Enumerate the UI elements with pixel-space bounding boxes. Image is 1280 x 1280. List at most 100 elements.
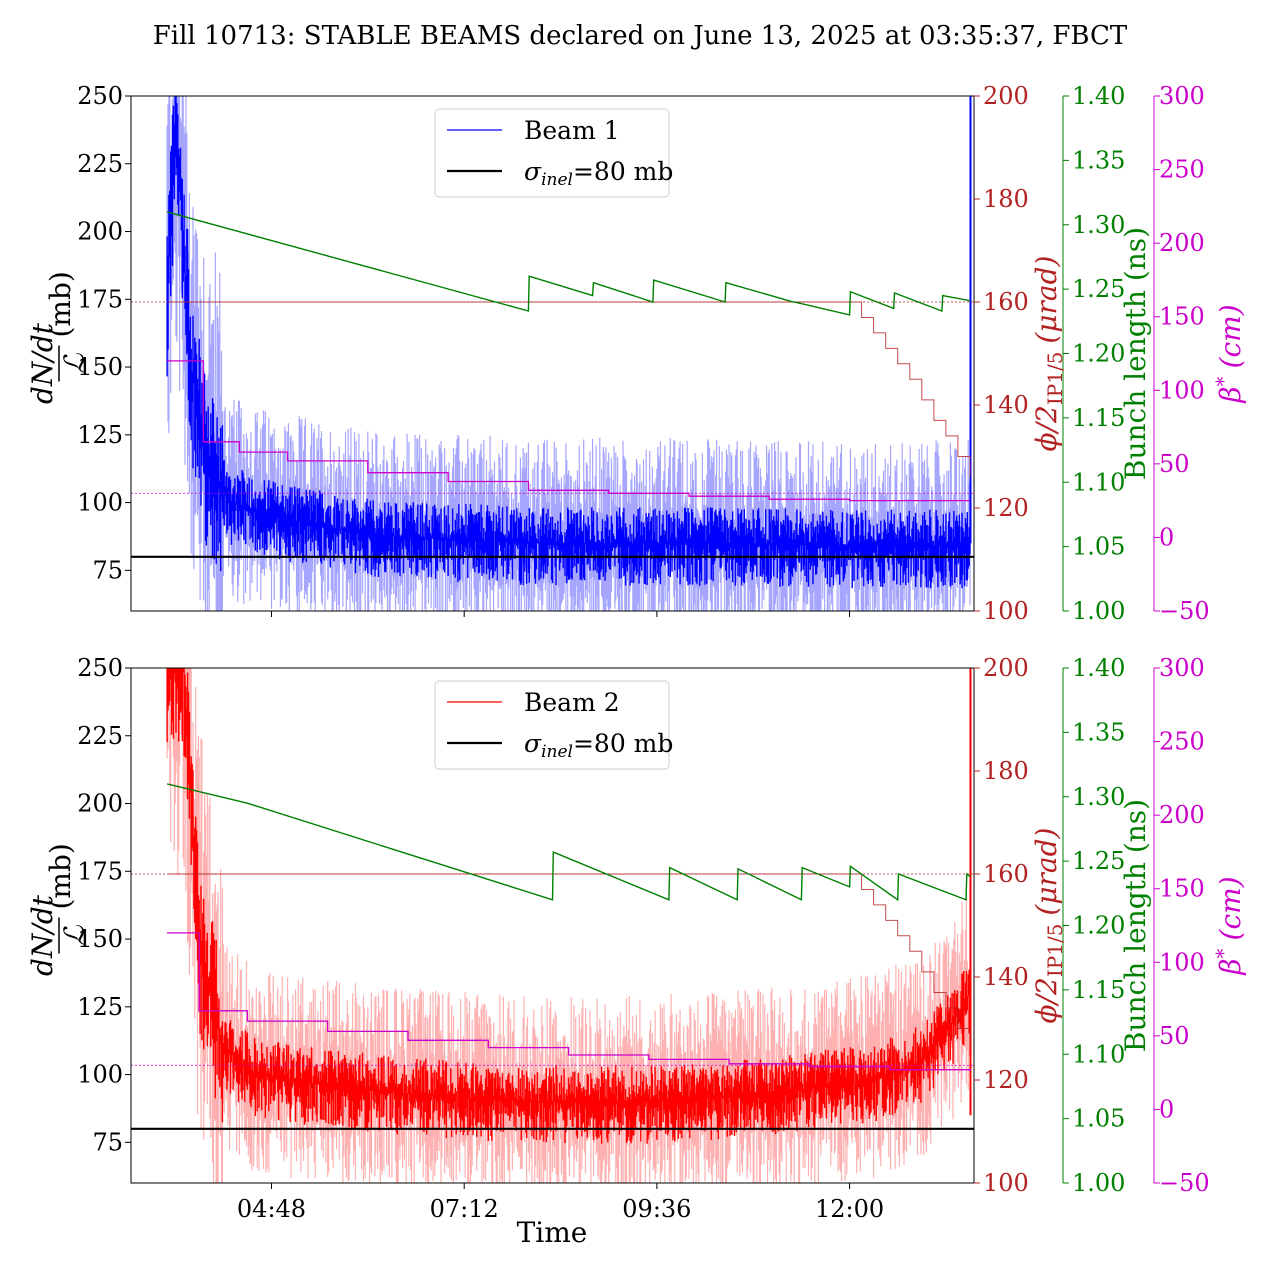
crossing-label-text: ϕ/2IP1/5 (μrad): [1030, 256, 1067, 452]
crossing-tick-label: 120: [983, 494, 1029, 522]
beta-label-star: *: [1211, 948, 1235, 958]
left-label-denominator: ℒ: [58, 353, 91, 374]
plot-area: [131, 96, 974, 611]
beta-star-line: [167, 932, 971, 1072]
legend-sigma-value: =80 mb: [573, 729, 673, 758]
beta-tick-label: 0: [1159, 523, 1174, 551]
bunch-tick-label: 1.40: [1072, 654, 1125, 682]
bunch-tick-label: 1.20: [1072, 340, 1125, 368]
bunch-tick-label: 1.10: [1072, 468, 1125, 496]
beta-tick-label: 50: [1159, 1022, 1190, 1050]
left-label-numerator: dN/dt: [26, 322, 59, 404]
left-axis-label: dN/dt ℒ (mb): [26, 271, 91, 404]
left-label-numerator: dN/dt: [26, 894, 59, 976]
y-tick-label: 125: [77, 993, 123, 1021]
left-label-denominator: ℒ: [58, 925, 91, 946]
bunch-length-line: [166, 783, 971, 902]
crossing-axis-label: ϕ/2IP1/5 (μrad): [1030, 256, 1067, 452]
bunch-tick-label: 1.30: [1072, 211, 1125, 239]
panel-beam2: 75 100 125 150 175 200 225 250 04:48 07:12 09:36 12…: [26, 654, 1247, 1223]
y-tick-label: 250: [77, 82, 123, 110]
crossing-label-sub: IP1/5: [1043, 352, 1067, 406]
beta-tick-label: 300: [1159, 654, 1205, 682]
y-tick-label: 200: [77, 790, 123, 818]
beta-star-line: [167, 360, 970, 502]
legend-beam-label: Beam 1: [524, 116, 620, 145]
beta-label-symbol: β: [1214, 958, 1247, 975]
legend-sigma-symbol: σ: [524, 729, 542, 758]
bunch-tick-label: 1.35: [1072, 718, 1125, 746]
beta-tick-label: 100: [1159, 376, 1205, 404]
y-tick-label: 75: [92, 1128, 123, 1156]
crossing-label-text: ϕ/2IP1/5 (μrad): [1030, 828, 1067, 1024]
y-tick-label: 75: [92, 556, 123, 584]
bunch-length-line: [166, 211, 971, 316]
legend-sigma-symbol: σ: [524, 157, 542, 186]
y-tick-label: 175: [77, 857, 123, 885]
bunch-tick-label: 1.25: [1072, 847, 1125, 875]
bunch-label-text: Bunch length (ns): [1119, 227, 1152, 480]
legend-box: [434, 108, 670, 198]
plot-frame: [130, 667, 975, 1184]
bunch-tick-label: 1.05: [1072, 533, 1125, 561]
bunch-tick-label: 1.30: [1072, 783, 1125, 811]
legend: Beam 1 σinel=80 mb: [434, 108, 673, 198]
beta-tick-label: −50: [1159, 1169, 1210, 1197]
legend-box: [434, 680, 670, 770]
crossing-label-phi: ϕ/2: [1030, 977, 1063, 1023]
y-tick-label: 175: [77, 285, 123, 313]
legend-beam-label: Beam 2: [524, 688, 620, 717]
beta-tick-label: 250: [1159, 156, 1205, 184]
y-tick-label: 100: [77, 489, 123, 517]
crossing-tick-label: 140: [983, 963, 1029, 991]
chart-title: Fill 10713: STABLE BEAMS declared on Jun…: [153, 21, 1128, 51]
beta-tick-label: 100: [1159, 948, 1205, 976]
plot-area: [131, 668, 974, 1183]
beta-tick-label: 50: [1159, 450, 1190, 478]
beta-axis-label: β* (cm): [1211, 876, 1247, 975]
legend: Beam 2 σinel=80 mb: [434, 680, 673, 770]
y-tick-label: 150: [77, 925, 123, 953]
beam2-series: [166, 668, 971, 1144]
bunch-tick-label: 1.00: [1072, 1169, 1125, 1197]
bunch-axis-label: Bunch length (ns): [1119, 799, 1152, 1052]
bunch-tick-label: 1.05: [1072, 1105, 1125, 1133]
beta-tick-label: 300: [1159, 82, 1205, 110]
crossing-tick-label: 120: [983, 1066, 1029, 1094]
bunch-tick-label: 1.15: [1072, 976, 1125, 1004]
beta-tick-label: 200: [1159, 229, 1205, 257]
bunch-tick-label: 1.00: [1072, 597, 1125, 625]
panel-beam1: 75 100 125 150 175 200 225 250 100 120 140 160 180 20…: [26, 82, 1247, 625]
legend-sigma-sub: inel: [541, 170, 573, 190]
crossing-tick-label: 200: [983, 82, 1029, 110]
crossing-tick-label: 100: [983, 597, 1029, 625]
crossing-tick-label: 140: [983, 391, 1029, 419]
x-tick-label: 12:00: [815, 1195, 884, 1223]
y-tick-label: 225: [77, 150, 123, 178]
left-axis-label: dN/dt ℒ (mb): [26, 843, 91, 976]
beta-label-unit: (cm): [1214, 304, 1247, 368]
x-tick-label: 09:36: [622, 1195, 691, 1223]
x-axis-label: Time: [517, 1216, 588, 1249]
y-tick-label: 100: [77, 1061, 123, 1089]
beta-label-text: β* (cm): [1211, 876, 1247, 975]
legend-sigma-label: σinel=80 mb: [524, 729, 673, 762]
beta-label-symbol: β: [1214, 386, 1247, 403]
y-tick-label: 250: [77, 654, 123, 682]
bunch-tick-label: 1.40: [1072, 82, 1125, 110]
crossing-label-unit: (μrad): [1030, 256, 1063, 344]
beta-tick-label: 250: [1159, 728, 1205, 756]
crossing-tick-label: 100: [983, 1169, 1029, 1197]
bunch-axis-label: Bunch length (ns): [1119, 227, 1152, 480]
legend-sigma-label: σinel=80 mb: [524, 157, 673, 190]
beam1-envelope: [166, 96, 971, 611]
bunch-label-text: Bunch length (ns): [1119, 799, 1152, 1052]
y-tick-label: 200: [77, 218, 123, 246]
crossing-tick-label: 180: [983, 185, 1029, 213]
plot-frame: [130, 95, 975, 612]
bunch-tick-label: 1.35: [1072, 146, 1125, 174]
beta-tick-label: 0: [1159, 1095, 1174, 1123]
y-tick-label: 225: [77, 722, 123, 750]
crossing-tick-label: 160: [983, 288, 1029, 316]
